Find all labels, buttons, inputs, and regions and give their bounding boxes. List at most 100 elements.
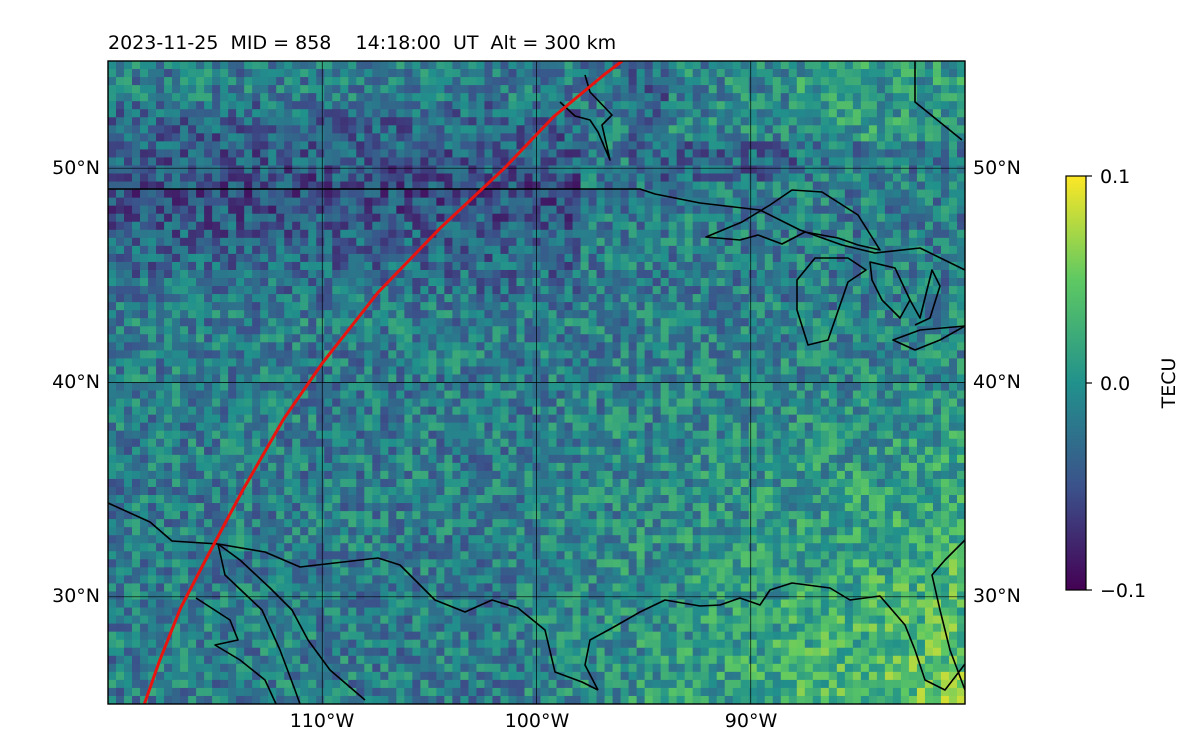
heat-cell (324, 269, 333, 279)
heat-cell (260, 302, 269, 311)
heat-cell (764, 366, 774, 376)
heat-cell (340, 261, 349, 271)
heat-cell (468, 229, 478, 239)
heat-cell (428, 109, 437, 118)
heat-cell (244, 117, 253, 126)
heat-cell (772, 278, 782, 287)
heat-cell (844, 390, 854, 400)
heat-cell (836, 141, 846, 151)
heat-cell (700, 430, 710, 440)
heat-cell (588, 93, 598, 102)
heat-cell (660, 245, 670, 255)
heat-cell (700, 205, 710, 215)
heat-cell (476, 269, 486, 279)
heat-cell (588, 382, 598, 392)
heat-cell (660, 125, 670, 134)
heat-cell (764, 326, 774, 335)
heat-cell (860, 358, 870, 368)
heat-cell (420, 422, 429, 432)
heat-cell (572, 286, 582, 295)
heat-cell (164, 125, 173, 134)
heat-cell (364, 390, 373, 400)
heat-cell (844, 398, 854, 408)
heat-cell (924, 334, 934, 343)
heat-cell (252, 181, 261, 191)
heat-cell (604, 253, 614, 263)
heat-cell (396, 398, 405, 408)
heat-cell (340, 286, 349, 295)
heat-cell (916, 125, 926, 134)
heat-cell (268, 173, 277, 183)
heat-cell (804, 318, 814, 327)
heat-cell (684, 221, 694, 231)
heat-cell (868, 261, 878, 271)
heat-cell (548, 149, 558, 159)
heat-cell (292, 326, 301, 335)
heat-cell (796, 334, 806, 343)
heat-cell (612, 430, 622, 440)
heat-cell (148, 173, 157, 183)
heat-cell (284, 149, 293, 159)
heat-cell (172, 197, 181, 207)
heat-cell (188, 213, 197, 223)
heat-cell (132, 422, 141, 432)
heat-cell (868, 213, 878, 223)
heat-cell (820, 318, 830, 327)
heat-cell (220, 422, 229, 432)
heat-cell (156, 93, 165, 102)
heat-cell (684, 350, 694, 359)
heat-cell (716, 382, 726, 392)
heat-cell (628, 133, 638, 142)
heat-cell (340, 342, 349, 351)
heat-cell (748, 221, 758, 231)
heat-cell (644, 69, 654, 78)
heat-cell (900, 342, 910, 351)
heat-cell (740, 245, 750, 255)
heat-cell (892, 221, 902, 231)
heat-cell (388, 294, 397, 303)
heat-cell (228, 390, 237, 400)
heat-cell (188, 430, 197, 440)
heat-cell (220, 294, 229, 303)
heat-cell (492, 430, 502, 440)
heat-cell (684, 406, 694, 416)
heat-cell (324, 197, 333, 207)
heat-cell (796, 406, 806, 416)
heat-cell (476, 149, 486, 159)
heat-cell (444, 374, 453, 384)
heat-cell (924, 318, 934, 327)
heat-cell (804, 294, 814, 303)
heat-cell (524, 286, 534, 295)
heat-cell (892, 101, 902, 110)
heat-cell (404, 318, 413, 327)
heat-cell (172, 133, 181, 142)
heat-cell (956, 261, 965, 271)
heat-cell (748, 286, 758, 295)
heat-cell (676, 342, 686, 351)
heat-cell (132, 93, 141, 102)
heat-cell (724, 77, 734, 86)
heat-cell (572, 125, 582, 134)
heat-cell (740, 173, 750, 183)
heat-cell (580, 69, 590, 78)
heat-cell (684, 374, 694, 384)
heat-cell (292, 197, 301, 207)
heat-cell (428, 133, 437, 142)
heat-cell (708, 77, 718, 86)
heat-cell (820, 221, 830, 231)
heat-cell (884, 390, 894, 400)
heat-cell (828, 69, 838, 78)
heat-cell (388, 422, 397, 432)
heat-cell (468, 213, 478, 223)
heat-cell (684, 253, 694, 263)
heat-cell (388, 245, 397, 255)
heat-cell (892, 109, 902, 118)
heat-cell (620, 69, 630, 78)
heat-cell (708, 125, 718, 134)
heat-cell (452, 229, 462, 239)
heat-cell (724, 229, 734, 239)
heat-cell (844, 318, 854, 327)
heat-cell (388, 261, 397, 271)
heat-cell (708, 141, 718, 151)
heat-cell (180, 342, 189, 351)
